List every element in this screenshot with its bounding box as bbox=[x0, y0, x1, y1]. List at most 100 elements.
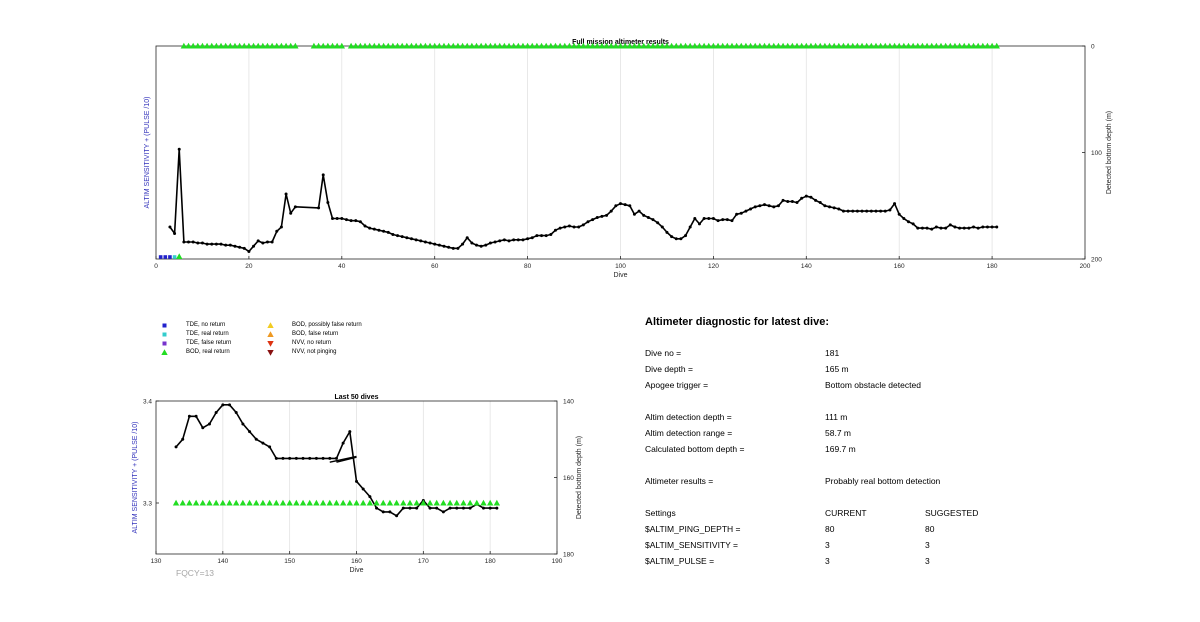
bod-marker bbox=[450, 42, 457, 49]
bod-marker bbox=[738, 42, 745, 49]
depth-point bbox=[194, 414, 198, 418]
diagnostic-row: Altim detection range = 58.7 m bbox=[645, 428, 1165, 440]
depth-point bbox=[308, 456, 312, 460]
bod-marker bbox=[640, 42, 647, 49]
bod-marker bbox=[320, 42, 327, 49]
depth-point bbox=[749, 207, 753, 211]
x-tick-label: 100 bbox=[615, 263, 626, 270]
depth-point bbox=[200, 241, 204, 245]
y-right-tick-label: 0 bbox=[1091, 43, 1095, 50]
depth-point bbox=[544, 234, 548, 238]
row-label: Altimeter results = bbox=[645, 476, 714, 486]
depth-point bbox=[191, 240, 195, 244]
depth-point bbox=[358, 220, 362, 224]
depth-point bbox=[401, 506, 405, 510]
depth-point bbox=[716, 219, 720, 223]
depth-point bbox=[256, 239, 260, 243]
legend-triangle bbox=[267, 340, 274, 347]
depth-point bbox=[423, 240, 427, 244]
bod-marker bbox=[279, 499, 287, 506]
depth-point bbox=[553, 228, 557, 232]
depth-point bbox=[981, 225, 985, 229]
bod-marker bbox=[710, 42, 717, 49]
bod-marker bbox=[385, 42, 392, 49]
depth-point bbox=[488, 241, 492, 245]
y-right-tick-label: 100 bbox=[1091, 150, 1102, 157]
depth-point bbox=[274, 456, 278, 460]
diagnostic-row: Apogee trigger = Bottom obstacle detecte… bbox=[645, 380, 1165, 392]
depth-point bbox=[953, 225, 957, 229]
triangle-down-marker-icon bbox=[267, 349, 274, 356]
depth-point bbox=[962, 226, 966, 230]
bod-marker bbox=[398, 42, 406, 49]
depth-point bbox=[241, 422, 245, 426]
depth-point bbox=[674, 237, 678, 241]
depth-point bbox=[516, 238, 520, 242]
depth-point bbox=[869, 209, 873, 213]
bod-marker bbox=[313, 499, 320, 506]
settings-header-suggested: SUGGESTED bbox=[925, 508, 979, 518]
depth-point bbox=[201, 426, 205, 430]
bod-marker bbox=[192, 499, 200, 506]
depth-point bbox=[498, 239, 502, 243]
bod-marker bbox=[464, 42, 471, 49]
row-value: 181 bbox=[825, 348, 840, 358]
depth-point bbox=[177, 147, 181, 151]
square-marker-icon bbox=[162, 341, 167, 346]
x-tick-label: 140 bbox=[801, 263, 812, 270]
depth-point bbox=[697, 222, 701, 226]
bod-marker bbox=[219, 499, 227, 506]
bod-marker bbox=[547, 42, 555, 49]
bod-marker bbox=[352, 42, 359, 49]
depth-point bbox=[762, 203, 766, 207]
depth-point bbox=[187, 414, 191, 418]
depth-point bbox=[841, 209, 845, 213]
x-tick-label: 150 bbox=[284, 558, 295, 565]
x-tick-label: 140 bbox=[217, 558, 228, 565]
bod-marker bbox=[246, 499, 253, 506]
depth-point bbox=[925, 226, 929, 230]
bod-marker bbox=[807, 42, 815, 49]
depth-point bbox=[433, 242, 437, 246]
legend-label: BOD, false return bbox=[292, 331, 339, 337]
depth-point bbox=[781, 198, 785, 202]
depth-point bbox=[210, 242, 214, 246]
row-label: Dive no = bbox=[645, 348, 682, 358]
bod-marker bbox=[524, 42, 531, 49]
bod-marker bbox=[273, 499, 280, 506]
depth-point bbox=[502, 238, 506, 242]
depth-point bbox=[428, 241, 432, 245]
bod-marker bbox=[412, 42, 420, 49]
tde-marker bbox=[158, 255, 163, 259]
depth-point bbox=[301, 456, 305, 460]
chart-legend: TDE, no return TDE, real return TDE, false… bbox=[160, 321, 390, 361]
row-label: Apogee trigger = bbox=[645, 380, 709, 390]
legend-label: NVV, not pinging bbox=[292, 349, 337, 355]
depth-point bbox=[475, 243, 479, 247]
legend-triangle bbox=[267, 349, 274, 356]
depth-point bbox=[786, 199, 790, 203]
bod-marker bbox=[339, 499, 347, 506]
depth-point bbox=[837, 207, 841, 211]
depth-point bbox=[233, 244, 237, 248]
depth-point bbox=[651, 218, 655, 222]
bod-marker bbox=[803, 42, 810, 49]
depth-point bbox=[400, 235, 404, 239]
bod-marker bbox=[231, 42, 239, 49]
bod-marker bbox=[714, 42, 722, 49]
tde-marker bbox=[163, 255, 168, 259]
depth-point bbox=[581, 223, 585, 227]
bod-marker bbox=[359, 499, 367, 506]
depth-point bbox=[228, 403, 232, 407]
depth-point bbox=[526, 237, 530, 241]
bod-marker bbox=[371, 42, 378, 49]
depth-point bbox=[916, 226, 920, 230]
bod-marker bbox=[621, 42, 629, 49]
bod-marker bbox=[319, 499, 327, 506]
bod-marker bbox=[440, 42, 448, 49]
bod-marker bbox=[533, 42, 541, 49]
bod-marker bbox=[682, 42, 689, 49]
x-tick-label: 170 bbox=[418, 558, 429, 565]
depth-point bbox=[261, 441, 265, 445]
bod-marker bbox=[403, 42, 411, 49]
